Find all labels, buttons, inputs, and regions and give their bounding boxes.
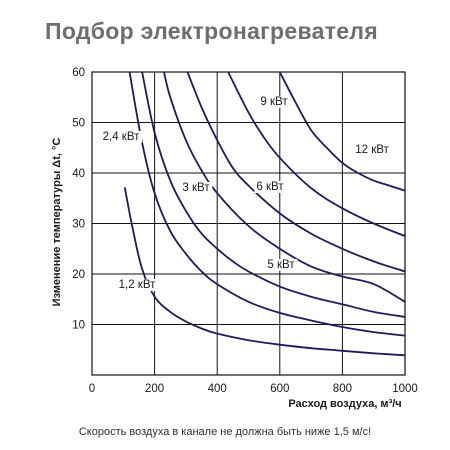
series-label-bg	[265, 259, 298, 271]
series-line	[124, 187, 405, 357]
plot-frame	[91, 71, 406, 376]
series-line	[163, 72, 405, 303]
y-tick-label: 10	[72, 320, 85, 332]
series-label-bg	[254, 181, 287, 193]
series-labels: 1,2 кВт 2,4 кВт 3 кВт 5 кВт 6 кВт 9 кВт 12 кВт	[100, 96, 392, 291]
page-title: Подбор электронагревателя	[45, 18, 378, 44]
series-label: 12 кВт	[355, 144, 389, 156]
x-tick-label: 600	[270, 383, 289, 395]
y-tick-label: 20	[72, 269, 85, 281]
y-tick-label: 50	[72, 118, 85, 130]
series-line	[141, 72, 405, 318]
y-tick-label: 60	[72, 67, 85, 79]
series-line	[278, 72, 405, 192]
tick-labels: 0 200 400 600 800 1000 10 20 30 40 50 60	[72, 67, 418, 395]
x-tick-label: 200	[145, 383, 164, 395]
series-label: 2,4 кВт	[103, 131, 141, 143]
x-tick-label: 400	[208, 383, 227, 395]
series-line	[186, 72, 405, 273]
series-line	[227, 72, 405, 237]
series-label-bg	[100, 131, 143, 143]
y-axis-label: Изменение температуры Δt, °C	[51, 138, 63, 307]
series-label: 5 кВт	[267, 259, 295, 271]
x-tick-label: 1000	[392, 383, 418, 395]
grid	[91, 71, 406, 376]
airspeed-note: Скорость воздуха в канале не должна быть…	[78, 426, 372, 438]
series-label: 6 кВт	[256, 181, 284, 193]
series-line	[128, 72, 405, 337]
series-label: 3 кВт	[182, 182, 210, 194]
series-group	[124, 72, 405, 357]
series-label-bg	[353, 144, 392, 156]
series-lines	[124, 72, 405, 357]
series-label: 9 кВт	[260, 96, 288, 108]
y-tick-label: 30	[72, 219, 85, 231]
series-label-bg	[180, 182, 213, 194]
x-tick-label: 0	[89, 383, 95, 395]
y-tick-label: 40	[72, 168, 85, 180]
series-label: 1,2 кВт	[119, 279, 157, 291]
series-label-bg	[258, 96, 291, 108]
x-axis-label: Расход воздуха, м³/ч	[288, 398, 401, 410]
series-label-bg	[116, 279, 159, 291]
x-tick-label: 800	[333, 383, 352, 395]
